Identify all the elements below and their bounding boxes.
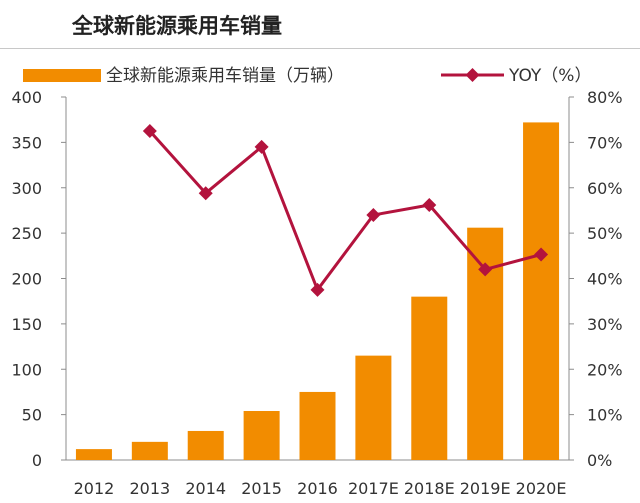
- x-tick-label: 2016: [297, 479, 338, 498]
- x-tick-label: 2019E: [460, 479, 511, 498]
- x-tick-label: 2018E: [404, 479, 455, 498]
- yoy-point: [142, 124, 157, 139]
- y-left-tick-label: 200: [11, 270, 42, 289]
- y-left-tick-label: 0: [32, 451, 42, 470]
- y-right-tick-label: 70%: [587, 133, 623, 152]
- y-right-tick-label: 40%: [587, 270, 623, 289]
- sales-bar: [131, 441, 168, 460]
- line-layer: [142, 124, 549, 297]
- y-left-tick-label: 100: [11, 360, 42, 379]
- x-tick-label: 2015: [241, 479, 282, 498]
- sales-bar: [411, 296, 448, 460]
- yoy-point: [310, 282, 325, 297]
- y-right-tick-label: 60%: [587, 179, 623, 198]
- yoy-point: [422, 197, 437, 212]
- y-right-tick-label: 20%: [587, 360, 623, 379]
- bars-layer: [75, 122, 560, 460]
- y-right-tick-label: 10%: [587, 406, 623, 425]
- yoy-point: [366, 207, 381, 222]
- x-tick-label: 2020E: [516, 479, 567, 498]
- y-right-tick-label: 30%: [587, 315, 623, 334]
- yoy-line: [148, 129, 542, 292]
- y-right-tick-label: 0%: [587, 451, 612, 470]
- legend-label-sales: 全球新能源乘用车销量（万辆）: [106, 66, 344, 86]
- sales-bar: [355, 355, 392, 460]
- y-left-tick-label: 50: [22, 406, 42, 425]
- legend-swatch-sales: [23, 69, 101, 82]
- y-left-tick-label: 350: [11, 133, 42, 152]
- y-right-tick-label: 50%: [587, 224, 623, 243]
- axes-layer: 0 50 100 150 200 250 300 350 400 0% 10% 20% 30% 40% 50…: [11, 88, 622, 498]
- y-left-tick-label: 150: [11, 315, 42, 334]
- title-bar: 全球新能源乘用车销量: [0, 0, 640, 49]
- yoy-point: [254, 139, 269, 154]
- legend: 全球新能源乘用车销量（万辆） YOY（%）: [23, 66, 591, 86]
- legend-marker-yoy: [465, 68, 480, 82]
- yoy-point: [534, 247, 549, 262]
- legend-label-yoy: YOY（%）: [508, 66, 591, 86]
- sales-bar: [75, 449, 112, 460]
- x-tick-label: 2014: [185, 479, 226, 498]
- y-left-tick-label: 300: [11, 179, 42, 198]
- x-tick-label: 2012: [74, 479, 115, 498]
- sales-bar: [299, 391, 336, 460]
- y-left-tick-label: 250: [11, 224, 42, 243]
- x-tick-label: 2013: [129, 479, 170, 498]
- sales-bar: [243, 410, 280, 460]
- y-left-tick-label: 400: [11, 88, 42, 107]
- sales-bar: [187, 430, 224, 460]
- x-tick-label: 2017E: [348, 479, 399, 498]
- chart-title: 全球新能源乘用车销量: [72, 14, 282, 38]
- y-right-tick-label: 80%: [587, 88, 623, 107]
- sales-bar: [523, 122, 560, 460]
- yoy-point: [198, 186, 213, 201]
- yoy-point: [478, 262, 493, 277]
